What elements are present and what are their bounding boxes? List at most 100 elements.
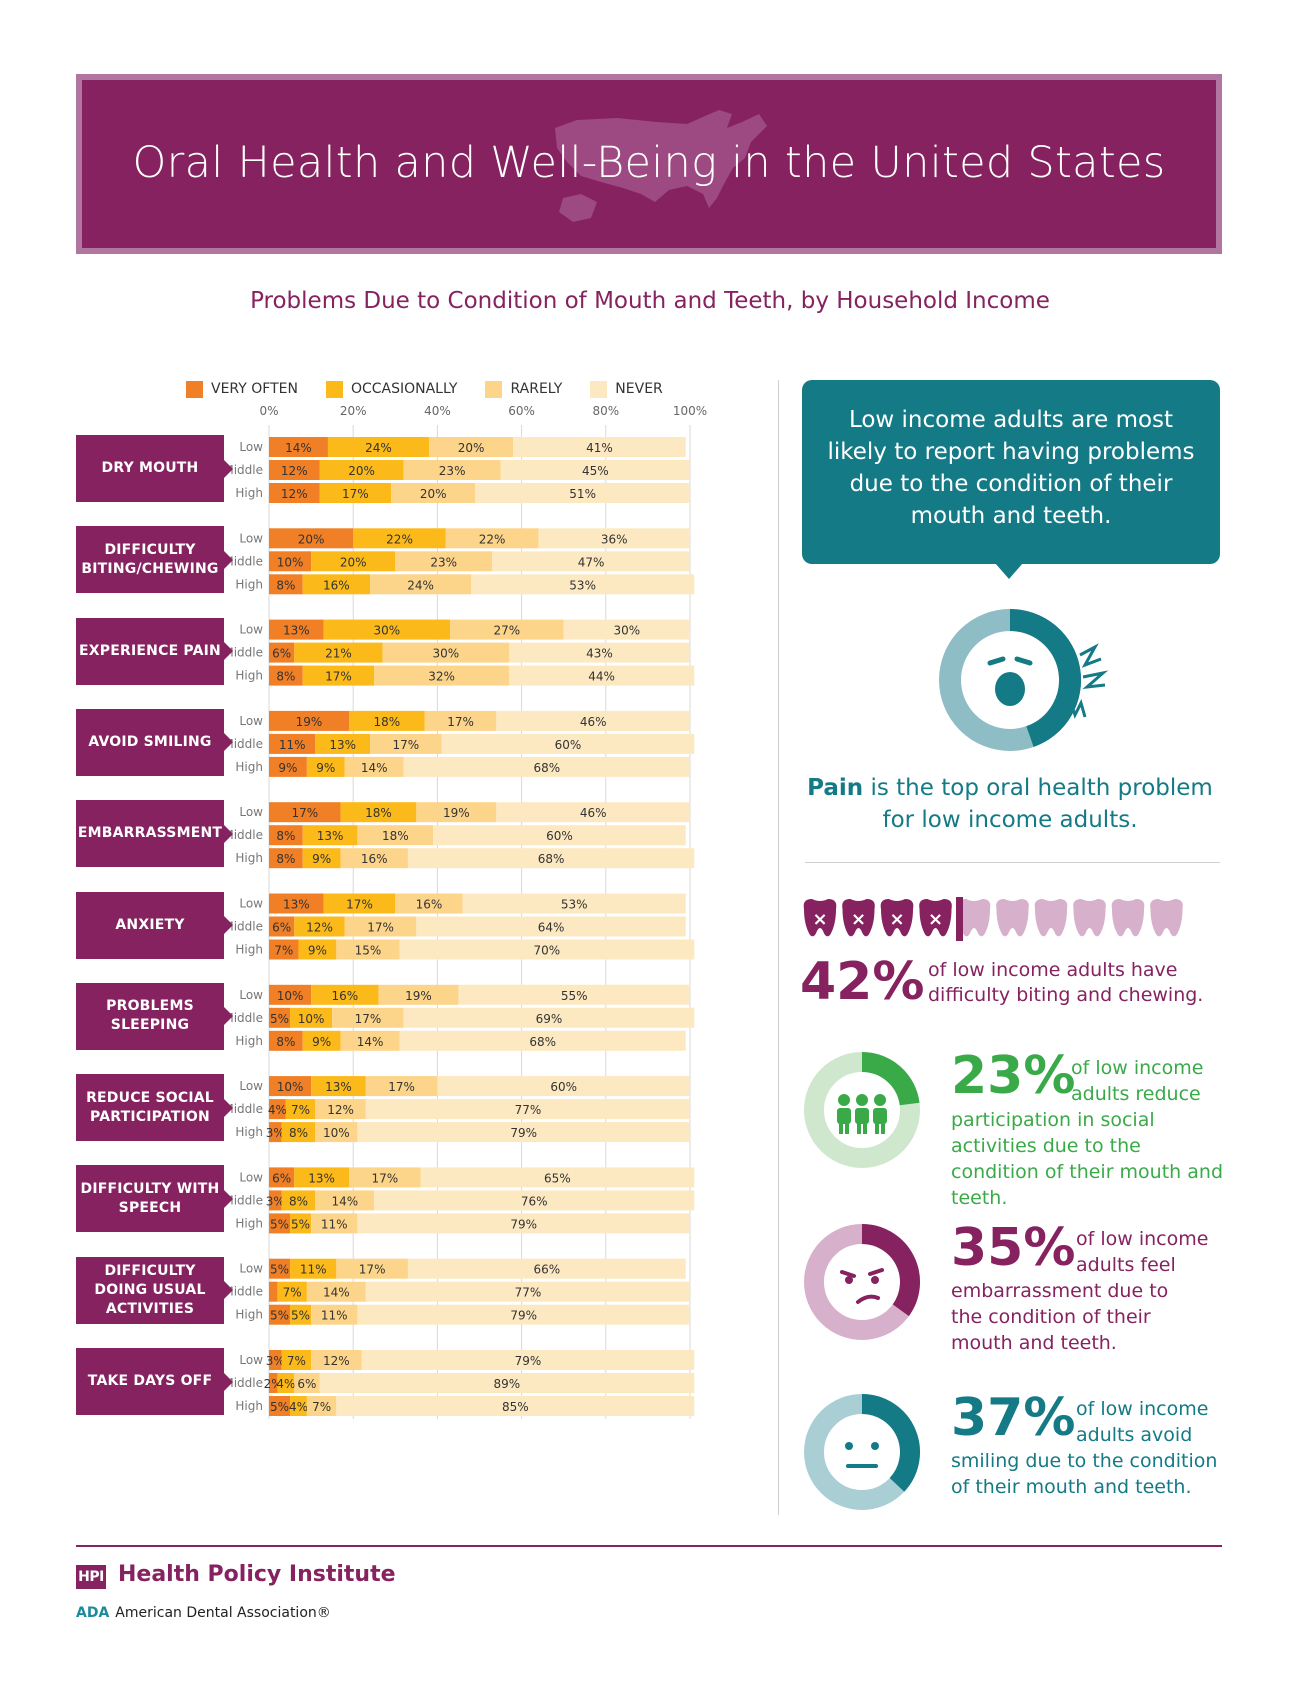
stat-37-value: 37% <box>951 1388 1076 1448</box>
bar-segment <box>281 1190 316 1211</box>
vertical-divider <box>778 380 779 1515</box>
data-label: 6% <box>297 1377 316 1391</box>
income-level-label: High <box>235 1399 263 1413</box>
bar-segment <box>269 893 324 914</box>
data-label: 10% <box>277 1080 304 1094</box>
bar-segment <box>269 551 312 572</box>
bar-segment <box>416 916 686 937</box>
bar-segment <box>374 665 509 686</box>
data-label: 24% <box>365 441 392 455</box>
hpi-name: Health Policy Institute <box>118 1562 396 1587</box>
data-label: 13% <box>308 1171 335 1185</box>
bar-segment <box>420 1167 695 1188</box>
bar-segment <box>306 1281 366 1302</box>
bar-segment <box>269 1030 303 1051</box>
bar-segment <box>290 1304 312 1325</box>
tooth-icon <box>1111 899 1145 937</box>
bar-segment <box>563 619 690 640</box>
bar-segment <box>269 802 341 823</box>
bar-segment <box>353 528 446 549</box>
data-label: 14% <box>357 1035 384 1049</box>
data-label: 30% <box>374 624 401 638</box>
bar-segment <box>269 1350 282 1370</box>
pain-face-icon <box>939 608 1109 751</box>
svg-text:×: × <box>928 909 943 930</box>
income-level-label: Low <box>239 988 263 1002</box>
bar-segment <box>290 1007 333 1028</box>
income-level-label: Low <box>239 1079 263 1093</box>
data-label: 3% <box>266 1354 285 1368</box>
data-label: 66% <box>534 1263 561 1277</box>
us-map-icon <box>555 110 767 222</box>
data-label: 5% <box>270 1263 289 1277</box>
data-label: 10% <box>298 1012 325 1026</box>
data-label: 46% <box>580 715 607 729</box>
income-level-label: Middle <box>223 920 263 934</box>
data-label: 21% <box>325 647 352 661</box>
income-level-label: Middle <box>223 554 263 568</box>
income-level-label: High <box>235 669 263 683</box>
income-level-label: Low <box>239 440 263 454</box>
bar-segment <box>496 710 690 731</box>
bar-segment <box>348 710 425 731</box>
pain-statement: Pain is the top oral health problem for … <box>790 772 1230 836</box>
data-label: 12% <box>281 464 308 478</box>
income-level-label: Middle <box>223 1376 263 1390</box>
data-label: 77% <box>515 1286 542 1300</box>
bar-segment <box>311 551 396 572</box>
bar-segment <box>294 1167 349 1188</box>
income-level-label: Middle <box>223 463 263 477</box>
legend-label: VERY OFTEN <box>211 381 298 397</box>
income-level-label: Low <box>239 805 263 819</box>
income-level-label: High <box>235 1308 263 1322</box>
data-label: 17% <box>367 921 394 935</box>
data-label: 44% <box>588 670 615 684</box>
stat-37-text-b: adults avoid <box>1076 1424 1193 1446</box>
income-level-label: High <box>235 851 263 865</box>
data-label: 6% <box>272 1171 291 1185</box>
data-label: 7% <box>274 944 293 958</box>
category-label: DIFFICULTY BITING/CHEWING <box>76 526 224 594</box>
data-label: 46% <box>580 806 607 820</box>
bar-segment <box>269 1373 278 1393</box>
bar-segment <box>269 642 295 663</box>
data-label: 79% <box>510 1217 537 1231</box>
legend-item-never: NEVER <box>590 380 663 398</box>
embarrassed-face-icon <box>804 1224 920 1340</box>
bar-segment <box>332 1007 404 1028</box>
bar-segment <box>508 642 690 663</box>
category-arrow <box>224 733 233 752</box>
bar-segment <box>344 756 404 777</box>
data-label: 77% <box>515 1103 542 1117</box>
callout-tail <box>995 563 1023 579</box>
neutral-face-icon <box>804 1394 920 1510</box>
category-arrow <box>224 1281 233 1300</box>
data-label: 17% <box>447 715 474 729</box>
bar-segment <box>269 848 303 869</box>
data-label: 8% <box>276 829 295 843</box>
data-label: 13% <box>325 1080 352 1094</box>
bar-segment <box>513 437 686 457</box>
data-label: 32% <box>428 670 455 684</box>
bar-segment <box>361 1350 695 1370</box>
bar-segment <box>424 710 497 731</box>
bar-segment <box>269 619 324 640</box>
bar-segment <box>340 802 417 823</box>
bar-segment <box>340 848 408 869</box>
data-label: 23% <box>439 464 466 478</box>
x-tick-label: 100% <box>673 404 707 418</box>
data-label: 51% <box>569 487 596 501</box>
data-label: 11% <box>279 738 306 752</box>
x-tick-label: 60% <box>508 404 535 418</box>
bar-segment <box>348 1167 421 1188</box>
bar-segment <box>365 1076 438 1097</box>
bar-segment <box>290 1258 337 1279</box>
bar-segment <box>399 1030 686 1051</box>
stat-35-text-b: adults feel <box>1076 1254 1176 1276</box>
bar-segment <box>302 665 375 686</box>
tooth-icon-row: × × × × <box>803 897 1183 941</box>
data-label: 7% <box>283 1286 302 1300</box>
stat-35-value: 35% <box>951 1218 1076 1278</box>
bar-segment <box>269 460 320 480</box>
bar-segment <box>357 825 434 846</box>
